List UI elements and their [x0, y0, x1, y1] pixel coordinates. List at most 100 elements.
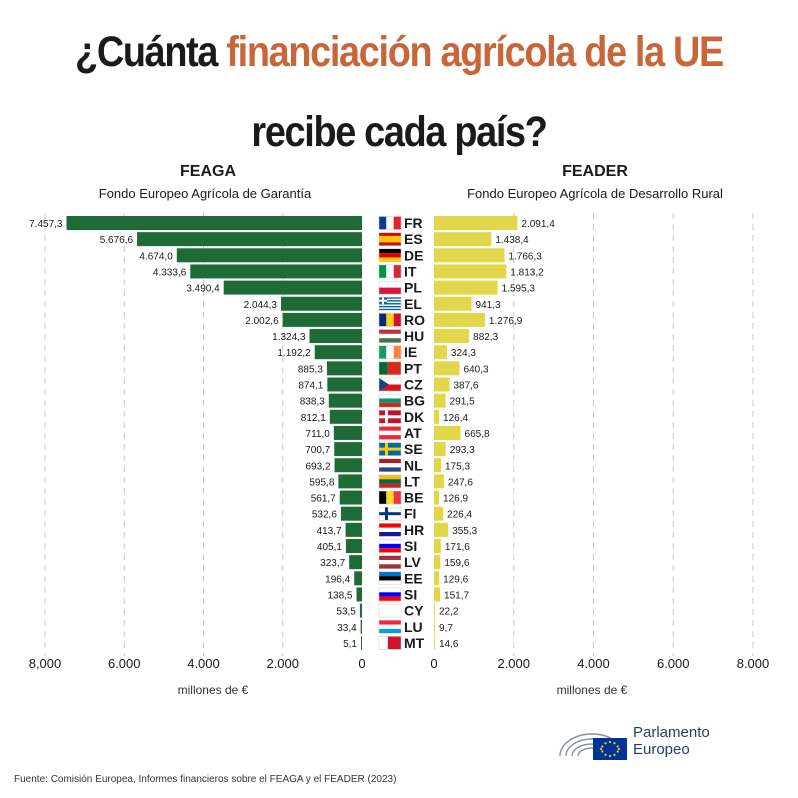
- flag-lu-25-icon: [378, 620, 402, 634]
- feader-bar-si: [434, 539, 441, 553]
- feaga-label-bg: 838,3: [300, 397, 325, 408]
- flag-cy-24-icon: [378, 603, 402, 618]
- feaga-label-fr: 7.457,3: [29, 219, 63, 230]
- right-tick-label: 4.000: [577, 656, 610, 671]
- right-tick-label: 8.000: [737, 656, 770, 671]
- feader-bar-hu: [434, 329, 470, 344]
- feaga-bar-si: [345, 539, 362, 553]
- feader-subtitle: Fondo Europeo Agrícola de Desarrollo Rur…: [467, 186, 723, 201]
- eu-flag-icon: [593, 738, 627, 760]
- feaga-label-es: 5.676,6: [100, 235, 134, 246]
- flag-fr-0-icon: [378, 216, 402, 230]
- flag-dk-12-icon: [378, 410, 402, 424]
- feader-bar-lt: [434, 474, 444, 489]
- country-code-lu: LU: [404, 619, 423, 635]
- feaga-label-lv: 323,7: [320, 558, 345, 569]
- feader-label-ie: 324,3: [451, 348, 476, 359]
- feader-bar-fr: [434, 216, 518, 230]
- feaga-label-cz: 874,1: [298, 381, 323, 392]
- feader-bar-se: [434, 442, 446, 457]
- flag-mt-26-icon: [378, 636, 402, 650]
- country-code-bg: BG: [404, 393, 425, 409]
- feaga-bar-ro: [282, 312, 362, 327]
- country-code-mt: MT: [404, 635, 425, 651]
- country-code-cz: CZ: [404, 377, 423, 393]
- flag-hu-7-icon: [378, 329, 402, 343]
- feader-bar-at: [434, 425, 461, 440]
- left-tick-label: 8,000: [29, 656, 62, 671]
- feader-bar-pt: [434, 361, 460, 376]
- feader-label-es: 1.438,4: [495, 235, 529, 246]
- feader-bar-hr: [434, 522, 449, 537]
- feader-label-ee: 129,6: [443, 574, 468, 585]
- feader-bar-bg: [434, 393, 446, 408]
- feader-bar-lv: [434, 555, 441, 570]
- feader-bar-it: [434, 264, 507, 279]
- flag-nl-15-icon: [378, 458, 402, 472]
- feader-label-fr: 2.091,4: [521, 219, 555, 230]
- feaga-bar-lu: [360, 619, 362, 634]
- feaga-label-lt: 595,8: [309, 477, 334, 488]
- country-code-cy: CY: [404, 603, 424, 619]
- feader-label-hu: 882,3: [473, 332, 498, 343]
- feader-label-lu: 9,7: [439, 623, 453, 634]
- feader-label-it: 1.813,2: [510, 267, 544, 278]
- feader-bar-cz: [434, 377, 450, 392]
- feaga-label-it: 4.333,6: [153, 267, 187, 278]
- flag-be-17-icon: [378, 490, 402, 505]
- country-code-ie: IE: [404, 344, 417, 360]
- feaga-subtitle: Fondo Europeo Agrícola de Garantía: [98, 186, 312, 201]
- flag-el-5-icon: [378, 297, 402, 311]
- feader-label-nl: 175,3: [445, 461, 470, 472]
- feaga-bar-es: [137, 232, 362, 247]
- right-tick-label: 6.000: [657, 656, 690, 671]
- country-code-hu: HU: [404, 328, 424, 344]
- title-part-1: ¿Cuánta: [75, 28, 227, 76]
- country-code-es: ES: [404, 231, 423, 247]
- feader-label-at: 665,8: [465, 429, 490, 440]
- feaga-bar-hr: [345, 522, 362, 537]
- feader-label-hr: 355,3: [452, 526, 477, 537]
- logo-line-2: Europeo: [633, 741, 690, 758]
- feaga-label-cy: 53,5: [336, 607, 356, 618]
- feader-label-cz: 387,6: [453, 381, 478, 392]
- country-code-fi: FI: [404, 506, 416, 522]
- feaga-bar-lt: [338, 474, 362, 489]
- title-line-1: ¿Cuánta financiación agrícola de la UE: [48, 28, 750, 77]
- feader-bar-mt: [434, 635, 435, 650]
- flag-se-14-icon: [378, 442, 402, 456]
- feaga-bar-hu: [309, 329, 362, 344]
- feader-bar-cy: [434, 603, 435, 618]
- feaga-label-at: 711,0: [306, 429, 331, 440]
- flag-ro-6-icon: [378, 313, 402, 327]
- feader-bar-lu: [434, 619, 435, 634]
- feaga-bar-ie: [314, 345, 362, 360]
- feader-bar-de: [434, 248, 505, 263]
- feaga-axis-unit: millones de €: [178, 683, 249, 697]
- country-code-pt: PT: [404, 360, 422, 376]
- feaga-label-de: 4.674,0: [139, 251, 173, 262]
- feader-label-be: 126,9: [443, 494, 468, 505]
- feader-title: FEADER: [562, 163, 628, 180]
- feaga-bar-bg: [328, 393, 362, 408]
- feaga-label-ee: 196,4: [325, 574, 350, 585]
- feader-label-pt: 640,3: [464, 364, 489, 375]
- feaga-bar-fr: [66, 216, 362, 230]
- feaga-label-pl: 3.490,4: [186, 284, 220, 295]
- flag-ee-22-icon: [378, 571, 402, 586]
- feaga-label-lu: 33,4: [337, 623, 357, 634]
- left-tick-label: 6.000: [108, 656, 141, 671]
- feaga-bar-dk: [329, 409, 362, 424]
- feader-label-lt: 247,6: [448, 477, 473, 488]
- feaga-bar-pt: [326, 361, 362, 376]
- feader-bar-fi: [434, 506, 444, 521]
- feaga-bar-el: [280, 296, 362, 311]
- flag-at-13-icon: [378, 426, 402, 440]
- feaga-bar-at: [333, 425, 362, 440]
- country-code-be: BE: [404, 490, 423, 506]
- flag-si-23-icon: [378, 587, 402, 602]
- feader-label-el: 941,3: [476, 300, 501, 311]
- feader-label-bg: 291,5: [450, 397, 475, 408]
- feader-label-si: 151,7: [444, 590, 469, 601]
- feader-label-pl: 1.595,3: [502, 284, 536, 295]
